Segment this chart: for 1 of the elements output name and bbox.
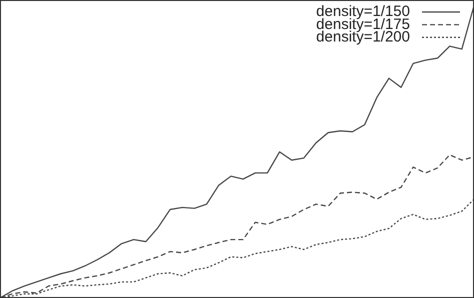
legend-label: density=1/150 bbox=[316, 3, 410, 20]
